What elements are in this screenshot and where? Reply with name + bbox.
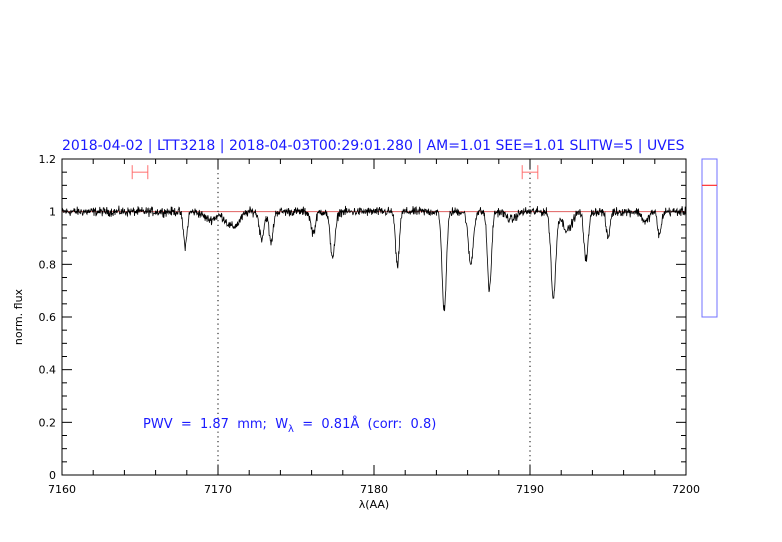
- y-tick-label: 0.2: [39, 416, 57, 429]
- y-tick-label: 1.2: [39, 153, 57, 166]
- chart-title: 2018-04-02 | LTT3218 | 2018-04-03T00:29:…: [62, 138, 685, 154]
- x-tick-label: 7160: [48, 483, 76, 496]
- x-axis-label: λ(AA): [359, 498, 389, 511]
- side-panel: [701, 158, 718, 318]
- x-tick-label: 7200: [672, 483, 700, 496]
- y-tick-label: 0.8: [39, 258, 57, 271]
- y-tick-label: 1: [49, 206, 56, 219]
- x-tick-label: 7170: [204, 483, 232, 496]
- annotation-subscript: λ: [288, 424, 294, 435]
- x-tick-label: 7190: [516, 483, 544, 496]
- y-tick-label: 0.6: [39, 311, 57, 324]
- y-axis-label: norm. flux: [12, 288, 25, 345]
- y-tick-label: 0.4: [39, 364, 57, 377]
- pwv-annotation: PWV = 1.87 mm; Wλ = 0.81Å (corr: 0.8): [143, 416, 436, 435]
- annotation-suffix: = 0.81Å (corr: 0.8): [294, 416, 436, 432]
- plot-frame: [61, 158, 687, 476]
- axis-ticks: 7160 7170 7180 7190 7200 0 0.2 0.4 0.6 0.8 1 1.2: [39, 153, 701, 496]
- spectrum-line: [61, 205, 687, 312]
- y-tick-label: 0: [49, 469, 56, 482]
- annotation-prefix: PWV = 1.87 mm; W: [143, 417, 288, 432]
- x-tick-label: 7180: [360, 483, 388, 496]
- error-bars: [131, 165, 539, 180]
